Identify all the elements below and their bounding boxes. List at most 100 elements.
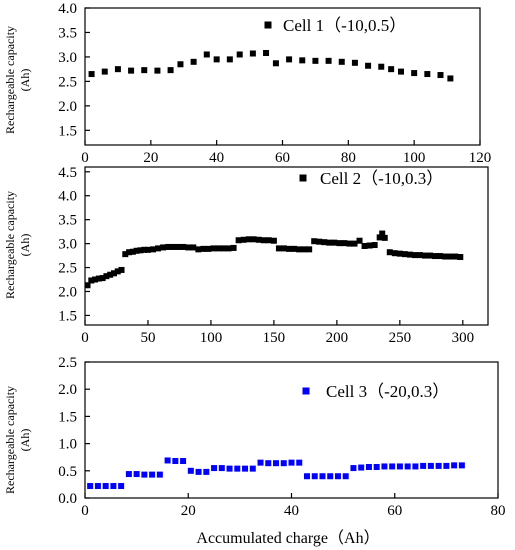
data-point bbox=[342, 473, 349, 480]
data-point bbox=[210, 245, 217, 252]
data-point bbox=[257, 459, 264, 466]
legend: Cell 2（-10,0.3） bbox=[299, 169, 443, 188]
data-point bbox=[265, 237, 272, 244]
data-point bbox=[180, 458, 187, 465]
x-tick-label: 60 bbox=[387, 503, 402, 519]
legend-label: Cell 2（-10,0.3） bbox=[320, 169, 443, 188]
data-point bbox=[133, 471, 140, 478]
data-point bbox=[226, 465, 233, 472]
data-point bbox=[341, 240, 348, 247]
data-point bbox=[378, 63, 385, 70]
data-point bbox=[311, 238, 318, 245]
data-point bbox=[388, 66, 395, 73]
data-point bbox=[327, 473, 334, 480]
y-axis-label-line: (Ah) bbox=[18, 429, 32, 452]
data-point bbox=[203, 468, 210, 475]
x-tick-label: 100 bbox=[403, 150, 426, 166]
data-point bbox=[432, 253, 439, 260]
x-tick-label: 150 bbox=[263, 330, 286, 346]
y-tick-label: 2.5 bbox=[58, 355, 77, 371]
x-tick-label: 0 bbox=[81, 330, 89, 346]
data-point bbox=[118, 266, 125, 273]
data-point bbox=[275, 245, 282, 252]
data-point bbox=[381, 234, 388, 241]
data-point bbox=[391, 250, 398, 257]
chart-panel-3: 0 20 40 60 80 0.0 0.5 1.0 1.5 2.0 2.5 Rechargeable … bbox=[3, 355, 506, 547]
data-point bbox=[150, 246, 157, 253]
y-tick-label: 1.5 bbox=[58, 308, 77, 324]
data-point bbox=[321, 239, 328, 246]
x-tick-label: 40 bbox=[209, 150, 224, 166]
data-point bbox=[325, 57, 332, 64]
y-tick-label: 2.5 bbox=[58, 261, 77, 277]
data-point bbox=[351, 240, 358, 247]
data-point bbox=[177, 61, 184, 68]
data-point bbox=[273, 460, 280, 467]
data-point bbox=[312, 57, 319, 64]
data-point bbox=[230, 244, 237, 251]
data-point bbox=[427, 252, 434, 259]
legend-label: Cell 1（-10,0.5） bbox=[283, 16, 406, 35]
data-point bbox=[101, 68, 108, 75]
y-tick-label: 1.0 bbox=[58, 437, 77, 453]
data-point bbox=[447, 253, 454, 260]
data-point bbox=[424, 71, 431, 78]
data-point bbox=[133, 247, 140, 254]
data-point bbox=[129, 248, 136, 255]
data-point bbox=[272, 60, 279, 67]
data-point bbox=[361, 243, 368, 249]
y-axis-label: Rechargeable capacity (Ah) bbox=[3, 191, 32, 299]
y-tick-label: 0.5 bbox=[58, 464, 77, 480]
data-point bbox=[316, 238, 323, 245]
data-point bbox=[338, 58, 345, 65]
data-point bbox=[225, 245, 232, 252]
data-point bbox=[114, 268, 121, 275]
data-point bbox=[102, 483, 109, 490]
data-point bbox=[365, 62, 372, 69]
data-point bbox=[154, 67, 161, 74]
data-point bbox=[187, 467, 194, 474]
y-tick-label: 3.0 bbox=[58, 50, 77, 66]
data-point bbox=[286, 56, 293, 63]
data-point bbox=[437, 253, 444, 260]
data-point bbox=[128, 67, 135, 74]
y-axis-label-line: (Ah) bbox=[18, 69, 32, 92]
data-point bbox=[114, 66, 121, 73]
data-point bbox=[280, 460, 287, 467]
legend: Cell 3（-20,0.3） bbox=[302, 382, 449, 401]
data-point bbox=[190, 244, 197, 251]
data-point bbox=[141, 471, 148, 478]
data-point bbox=[411, 252, 418, 259]
data-point bbox=[172, 458, 179, 465]
data-point bbox=[396, 250, 403, 257]
y-tick-label: 3.5 bbox=[58, 25, 77, 41]
x-tick-label: 80 bbox=[341, 150, 356, 166]
data-point bbox=[126, 249, 133, 256]
data-point bbox=[249, 465, 256, 472]
y-tick-label: 1.5 bbox=[58, 123, 77, 139]
data-point bbox=[427, 462, 434, 469]
data-point bbox=[396, 463, 403, 470]
data-point bbox=[200, 245, 207, 252]
data-point bbox=[416, 252, 423, 259]
x-tick-label: 120 bbox=[469, 150, 492, 166]
data-point bbox=[180, 243, 187, 250]
x-tick-label: 200 bbox=[326, 330, 349, 346]
data-point bbox=[137, 247, 144, 254]
data-point bbox=[213, 56, 220, 63]
data-point bbox=[381, 463, 388, 470]
data-point bbox=[371, 242, 378, 249]
data-point bbox=[255, 236, 262, 243]
data-point bbox=[331, 239, 338, 246]
data-point bbox=[373, 463, 380, 470]
y-tick-label: 3.5 bbox=[58, 213, 77, 229]
data-point bbox=[451, 462, 458, 469]
data-point bbox=[88, 71, 95, 78]
data-point bbox=[242, 465, 249, 472]
data-point bbox=[443, 462, 450, 469]
data-point bbox=[122, 251, 129, 258]
chart-panel-1: 0 20 40 60 80 100 120 1.5 2.0 2.5 3.0 3.5 4.0 Recharg… bbox=[3, 1, 491, 166]
x-axis-label: Accumulated charge（Ah） bbox=[196, 529, 379, 547]
y-axis-label-line: Rechargeable capacity bbox=[3, 191, 17, 299]
